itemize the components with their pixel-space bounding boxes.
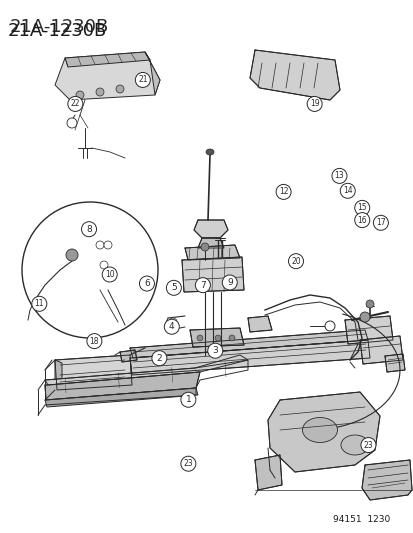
Polygon shape bbox=[55, 355, 132, 390]
Text: 1: 1 bbox=[185, 395, 191, 404]
Circle shape bbox=[207, 343, 222, 358]
Text: 12: 12 bbox=[278, 188, 287, 196]
Text: 8: 8 bbox=[86, 225, 92, 233]
Polygon shape bbox=[45, 388, 197, 407]
Polygon shape bbox=[254, 455, 281, 490]
Polygon shape bbox=[55, 390, 62, 394]
Circle shape bbox=[139, 276, 154, 291]
Polygon shape bbox=[344, 316, 392, 344]
Polygon shape bbox=[45, 355, 247, 385]
Circle shape bbox=[100, 261, 108, 269]
Text: 23: 23 bbox=[183, 459, 193, 468]
Circle shape bbox=[222, 275, 237, 290]
Circle shape bbox=[135, 72, 150, 87]
Circle shape bbox=[354, 200, 369, 215]
Text: 21: 21 bbox=[138, 76, 147, 84]
Polygon shape bbox=[359, 336, 402, 364]
Polygon shape bbox=[120, 350, 137, 362]
Polygon shape bbox=[65, 52, 150, 67]
Polygon shape bbox=[55, 360, 62, 394]
Polygon shape bbox=[384, 354, 404, 372]
Circle shape bbox=[214, 335, 221, 341]
Text: 11: 11 bbox=[35, 300, 44, 308]
Circle shape bbox=[76, 91, 84, 99]
Polygon shape bbox=[145, 52, 159, 95]
Polygon shape bbox=[130, 340, 369, 375]
Text: 21A-1230B: 21A-1230B bbox=[8, 22, 107, 40]
Text: 20: 20 bbox=[290, 257, 300, 265]
Circle shape bbox=[288, 254, 303, 269]
Text: 10: 10 bbox=[104, 270, 114, 279]
Circle shape bbox=[354, 213, 369, 228]
Text: 23: 23 bbox=[363, 441, 373, 449]
Circle shape bbox=[166, 280, 181, 295]
Circle shape bbox=[66, 249, 78, 261]
Polygon shape bbox=[361, 460, 411, 500]
Circle shape bbox=[87, 334, 102, 349]
Circle shape bbox=[306, 96, 321, 111]
Polygon shape bbox=[45, 372, 199, 400]
Text: 2: 2 bbox=[156, 354, 162, 362]
Circle shape bbox=[360, 438, 375, 453]
Text: 3: 3 bbox=[212, 346, 218, 355]
Circle shape bbox=[373, 215, 387, 230]
Text: 19: 19 bbox=[309, 100, 319, 108]
Ellipse shape bbox=[302, 417, 337, 442]
Circle shape bbox=[365, 300, 373, 308]
Circle shape bbox=[180, 392, 195, 407]
Circle shape bbox=[169, 318, 177, 326]
Circle shape bbox=[359, 312, 369, 322]
Text: 15: 15 bbox=[356, 204, 366, 212]
Text: 14: 14 bbox=[342, 187, 352, 195]
Polygon shape bbox=[197, 238, 223, 248]
Polygon shape bbox=[130, 330, 367, 358]
Circle shape bbox=[104, 241, 112, 249]
Polygon shape bbox=[267, 392, 379, 472]
Polygon shape bbox=[249, 50, 339, 100]
Circle shape bbox=[68, 96, 83, 111]
Circle shape bbox=[22, 202, 158, 338]
Text: 4: 4 bbox=[169, 322, 174, 331]
Ellipse shape bbox=[340, 435, 368, 455]
Circle shape bbox=[195, 278, 210, 293]
Circle shape bbox=[339, 183, 354, 198]
Polygon shape bbox=[247, 316, 271, 332]
Polygon shape bbox=[185, 245, 240, 260]
Ellipse shape bbox=[206, 149, 214, 155]
Circle shape bbox=[180, 456, 195, 471]
Circle shape bbox=[228, 335, 235, 341]
Circle shape bbox=[164, 319, 179, 334]
Text: 16: 16 bbox=[356, 216, 366, 224]
Circle shape bbox=[102, 267, 117, 282]
Polygon shape bbox=[182, 257, 243, 292]
Circle shape bbox=[116, 85, 124, 93]
Circle shape bbox=[197, 335, 202, 341]
Circle shape bbox=[67, 118, 77, 128]
Circle shape bbox=[275, 184, 290, 199]
Text: 94151  1230: 94151 1230 bbox=[332, 515, 389, 524]
Circle shape bbox=[32, 296, 47, 311]
Text: 18: 18 bbox=[90, 337, 99, 345]
Text: 9: 9 bbox=[226, 278, 232, 287]
Text: 5: 5 bbox=[171, 284, 176, 292]
Text: 22: 22 bbox=[71, 100, 80, 108]
Text: 21A-1230B: 21A-1230B bbox=[10, 18, 109, 36]
Circle shape bbox=[331, 168, 346, 183]
Circle shape bbox=[96, 241, 104, 249]
Text: 13: 13 bbox=[334, 172, 344, 180]
Text: 17: 17 bbox=[375, 219, 385, 227]
Text: 7: 7 bbox=[199, 281, 205, 289]
Circle shape bbox=[81, 222, 96, 237]
Text: 6: 6 bbox=[144, 279, 150, 288]
Polygon shape bbox=[194, 220, 228, 238]
Circle shape bbox=[152, 351, 166, 366]
Polygon shape bbox=[190, 328, 243, 347]
Polygon shape bbox=[55, 52, 159, 100]
Circle shape bbox=[324, 321, 334, 331]
Circle shape bbox=[96, 88, 104, 96]
Circle shape bbox=[201, 243, 209, 251]
